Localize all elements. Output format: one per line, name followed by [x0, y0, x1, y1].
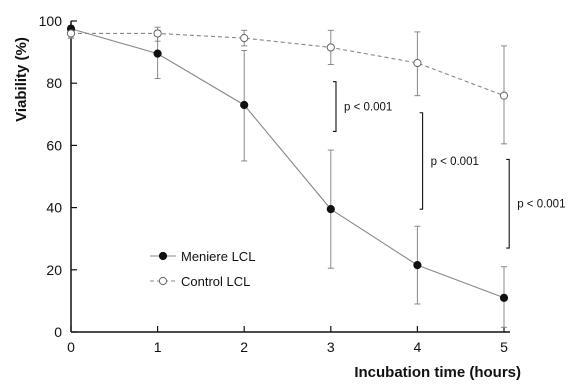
- legend-marker-control: [158, 276, 168, 286]
- y-ticks: 0 20 40 60 80 100: [39, 13, 77, 340]
- series-line-control: [71, 32, 505, 97]
- data-point-meniere: [499, 293, 509, 302]
- significance-label: p < 0.001: [431, 156, 479, 168]
- data-point-control: [240, 34, 249, 43]
- x-tick-label: 1: [154, 339, 162, 355]
- x-tick-label: 4: [414, 339, 422, 355]
- significance-label: p < 0.001: [344, 102, 392, 114]
- significance-bracket: [506, 158, 510, 249]
- y-tick-label: 20: [46, 262, 62, 278]
- data-point-control: [153, 29, 162, 38]
- data-point-control: [499, 91, 509, 100]
- significance-bracket: [332, 81, 337, 132]
- y-tick-label: 100: [39, 13, 63, 29]
- axes: [70, 21, 510, 333]
- significance-annotations: p < 0.001 p < 0.001 p < 0.001: [332, 81, 565, 249]
- x-axis-title: Incubation time (hours): [354, 364, 521, 381]
- data-point-meniere: [240, 100, 249, 110]
- legend-label-meniere: Meniere LCL: [181, 249, 255, 264]
- legend-marker-meniere: [158, 251, 168, 261]
- series-group: [66, 24, 509, 328]
- legend-label-control: Control LCL: [181, 274, 250, 289]
- data-point-control: [326, 43, 335, 52]
- y-tick-label: 60: [46, 137, 62, 153]
- series-line-meniere: [70, 28, 505, 299]
- x-ticks: 0 1 2 3 4 5: [67, 326, 508, 355]
- data-point-meniere: [153, 49, 162, 58]
- x-tick-label: 3: [327, 339, 335, 355]
- x-tick-label: 2: [240, 339, 248, 355]
- legend: Meniere LCL Control LCL: [150, 249, 255, 289]
- x-tick-label: 0: [67, 339, 75, 355]
- data-point-meniere: [326, 205, 335, 214]
- significance-bracket: [419, 112, 424, 210]
- data-point-control: [413, 58, 422, 68]
- y-tick-label: 80: [46, 75, 62, 91]
- y-tick-label: 0: [54, 324, 62, 340]
- y-tick-label: 40: [46, 200, 62, 216]
- significance-label: p < 0.001: [517, 199, 565, 211]
- data-point-control: [66, 29, 76, 38]
- data-point-meniere: [413, 261, 422, 270]
- x-tick-label: 5: [500, 339, 508, 355]
- y-axis-title: Viability (%): [13, 37, 30, 122]
